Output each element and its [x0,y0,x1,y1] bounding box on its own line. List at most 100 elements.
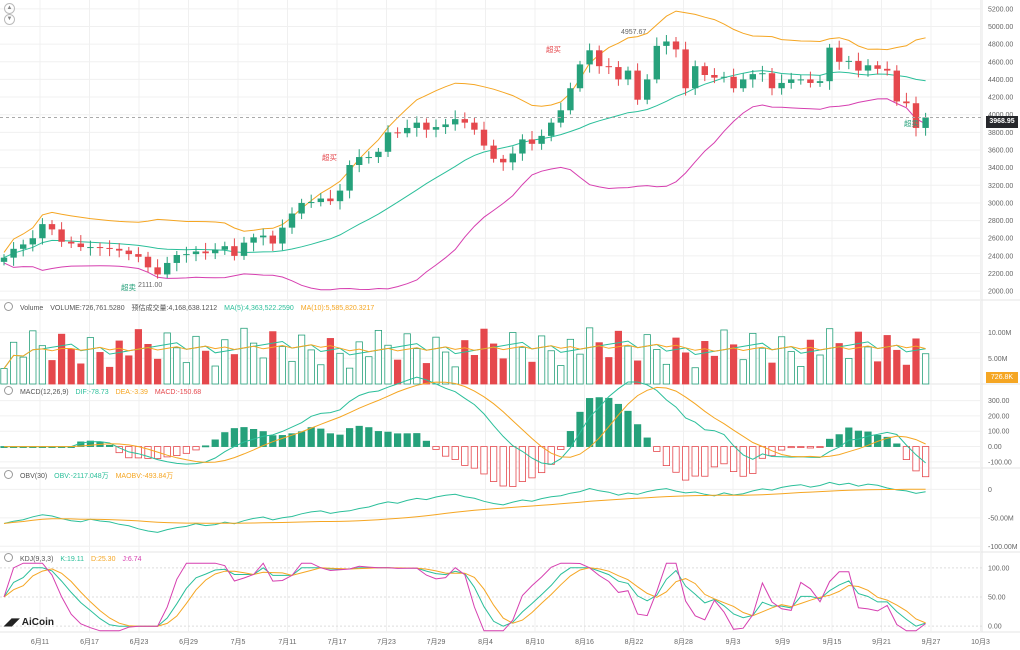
volume-header: Volume VOLUME:726,761.5280 预估成交量:4,168,6… [4,302,379,313]
volume-bar [787,351,795,385]
macd-bar [173,446,181,456]
candle-body [432,127,440,130]
obv-line [3,481,926,533]
volume-bar [778,336,786,385]
y-tick-label: 3000.00 [988,200,1013,207]
macd-bar [605,397,613,447]
candle-body [740,79,747,89]
candle-body [730,76,737,89]
candle-body [394,132,401,134]
candle-body [356,157,363,165]
volume-bar [595,342,603,385]
macd-bar [499,446,507,487]
y-tick-label: 4800.00 [988,42,1013,49]
volume-bar [115,340,123,385]
x-tick-label: 9月21 [872,638,891,646]
volume-bar [874,361,882,385]
kdj-j-line [3,562,926,632]
volume-value: VOLUME:726,761.5280 [50,305,125,312]
volume-bar [653,349,661,385]
candle-body [826,47,833,82]
eye-icon[interactable] [4,386,13,395]
eye-icon[interactable] [4,302,13,311]
y-tick-label: 100.00 [988,429,1010,436]
candle-body [279,227,286,244]
macd-bar [326,433,335,447]
high-price-label: 4957.67 [621,29,646,36]
candle-body [653,45,660,80]
volume-bar [720,329,728,385]
y-tick-label: -50.00M [988,515,1014,522]
macd-bar [470,446,479,469]
volume-bar [58,333,66,385]
volume-bar [413,348,421,385]
volume-ma10: MA(10):5,585,820.3217 [300,305,375,312]
boll-upper-line [3,10,926,253]
macd-bar [461,446,469,466]
candle-body [836,47,843,62]
kdj-title: KDJ(9,3,3) [19,556,54,563]
candle-body [749,74,756,80]
candle-body [701,66,708,75]
candle-body [106,247,113,249]
y-tick-label: -100.00 [988,459,1012,466]
x-tick-label: 8月22 [625,638,644,646]
macd-bar [538,446,546,474]
candle-body [192,251,200,255]
macd-bar [778,446,786,451]
eye-icon[interactable] [4,553,13,562]
y-tick-label: 2000.00 [988,289,1013,296]
y-tick-label: 50.00 [988,595,1006,602]
candle-body [452,119,459,125]
macd-bar [845,427,853,447]
volume-bar [432,336,440,385]
macd-bar [806,446,815,449]
candle-body [221,246,228,250]
candle-body [682,49,689,89]
candle-body [173,255,180,263]
y-tick-label: 3600.00 [988,148,1013,155]
y-tick-label: 3200.00 [988,183,1013,190]
candle-body [509,153,516,163]
volume-bar [730,344,738,385]
volume-bar [547,350,555,385]
macd-bar [201,445,210,448]
macd-bar [106,444,114,447]
collapse-up-button[interactable]: ▲ [4,3,15,14]
volume-bar [662,363,671,385]
macd-bar [922,446,930,478]
macd-bar [509,446,517,487]
x-tick-label: 7月5 [231,638,246,646]
volume-bar [922,353,930,385]
volume-bar [480,328,488,385]
y-tick-label: 5000.00 [988,24,1013,31]
collapse-down-button[interactable]: ▼ [4,14,15,25]
y-tick-label: 100.00 [988,565,1010,572]
volume-bar [451,366,459,385]
candle-body [327,198,334,202]
candle-body [442,124,449,128]
macd-bar [720,446,728,465]
macd-bar [566,431,575,447]
eye-icon[interactable] [4,470,13,479]
kdj-d: D:25.30 [90,556,116,563]
candle-body [212,249,219,254]
candle-body [692,66,699,89]
volume-bar [403,333,411,385]
x-tick-label: 7月17 [328,638,347,646]
y-tick-label: 2600.00 [988,236,1013,243]
volume-bar [336,352,344,385]
y-tick-label: 0 [988,487,992,494]
y-tick-label: 2800.00 [988,218,1013,225]
candle-body [461,119,468,123]
macd-bar [355,425,363,447]
x-tick-label: 7月11 [278,638,296,646]
candle-body [768,73,776,89]
aicoin-logo: ◢◤ AiCoin [4,617,54,628]
signal-label: 超卖 [121,283,136,292]
kdj-header: KDJ(9,3,3) K:19.11 D:25.30 J:6.74 [4,553,147,563]
macd-bar [441,446,450,457]
candle-body [797,79,804,81]
volume-bar [499,358,507,385]
